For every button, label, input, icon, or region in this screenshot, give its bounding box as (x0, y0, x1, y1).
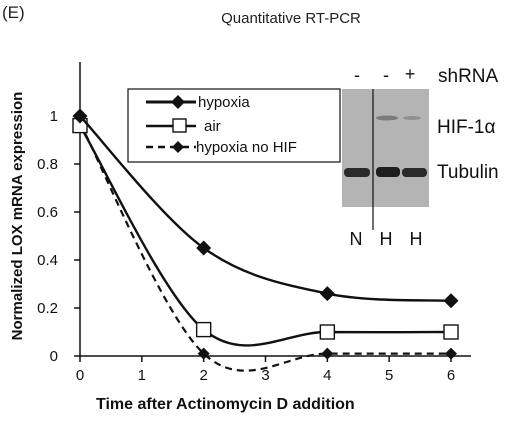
legend-label-air: air (204, 118, 221, 135)
y-tick-label: 1 (50, 108, 58, 125)
y-tick-label: 0.4 (37, 252, 58, 269)
legend: hypoxia air hypoxia no HIF (127, 88, 341, 163)
y-axis-label: Normalized LOX mRNA expression (9, 92, 26, 341)
legend-marker-air (172, 118, 187, 133)
blot-image (342, 89, 429, 207)
lane-label-2: H (380, 229, 393, 249)
x-tick-label: 4 (323, 367, 331, 384)
panel-label: (E) (2, 3, 25, 22)
data-point-hypoxia (196, 240, 212, 256)
tubulin-band-lane-1 (344, 168, 370, 177)
data-point-hypoxia-no-hif (197, 347, 210, 360)
data-point-air (443, 324, 459, 340)
data-point-air (195, 321, 212, 338)
plot-area (72, 108, 459, 372)
shrna-sign-lane-3: + (405, 64, 416, 84)
x-tick-label: 2 (199, 367, 207, 384)
legend-item-hypoxia-no-hif: hypoxia no HIF (146, 139, 297, 156)
shrna-sign-lane-1: - (354, 65, 360, 85)
x-ticks: 0 1 2 3 4 5 6 (76, 356, 455, 384)
hif-band-lane-2 (376, 115, 398, 121)
data-point-hypoxia-no-hif (321, 347, 334, 360)
series-line-air (78, 124, 452, 347)
x-tick-label: 6 (447, 367, 455, 384)
shrna-label: shRNA (438, 66, 499, 87)
band-label-tubulin: Tubulin (437, 162, 499, 183)
x-tick-label: 3 (261, 367, 269, 384)
x-tick-label: 1 (138, 367, 146, 384)
legend-marker-hypoxia (171, 95, 185, 109)
y-ticks: 0 0.2 0.4 0.6 0.8 1 (37, 108, 80, 365)
lane-label-3: H (410, 229, 423, 249)
y-tick-label: 0.6 (37, 204, 58, 221)
legend-label-hypoxia: hypoxia (198, 94, 250, 111)
tubulin-band-lane-2 (376, 167, 400, 177)
x-tick-label: 0 (76, 367, 84, 384)
hif-band-lane-3 (403, 116, 421, 120)
legend-item-hypoxia: hypoxia (146, 94, 250, 111)
y-tick-label: 0.2 (37, 300, 58, 317)
tubulin-band-lane-3 (402, 168, 427, 177)
lane-label-1: N (350, 229, 363, 249)
shrna-sign-lane-2: - (383, 65, 389, 85)
chart-title: Quantitative RT-PCR (221, 10, 361, 27)
western-blot-inset: - - + shRNA HIF-1α Tubulin N H H (342, 64, 499, 249)
data-point-air (319, 324, 336, 340)
band-label-hif1a: HIF-1α (437, 117, 496, 138)
x-axis-label: Time after Actinomycin D addition (96, 396, 355, 413)
y-tick-label: 0 (50, 348, 58, 365)
legend-marker-hypoxia-no-hif (172, 141, 184, 153)
data-point-hypoxia (319, 286, 335, 302)
series-line-hypoxia-no-hif (79, 122, 451, 372)
data-point-hypoxia (72, 108, 88, 124)
legend-label-hypoxia-no-hif: hypoxia no HIF (196, 139, 297, 156)
legend-item-air: air (146, 118, 221, 135)
data-point-hypoxia (443, 293, 459, 309)
data-point-hypoxia-no-hif (445, 347, 457, 360)
x-tick-label: 5 (385, 367, 393, 384)
series-line-hypoxia (79, 115, 452, 302)
y-tick-label: 0.8 (37, 156, 58, 173)
